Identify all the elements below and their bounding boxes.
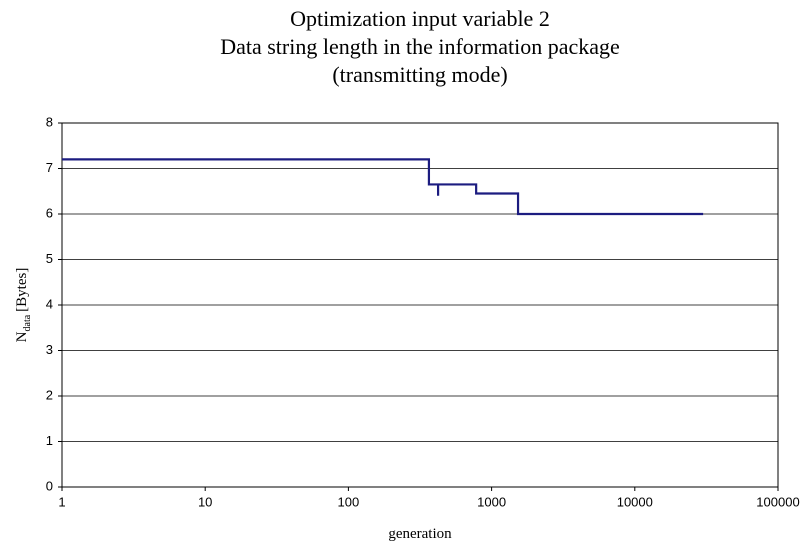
y-tick-label: 5	[46, 251, 53, 266]
y-tick-label: 1	[46, 433, 53, 448]
y-tick-label: 0	[46, 478, 53, 493]
y-tick-label: 8	[46, 114, 53, 129]
chart-title: Optimization input variable 2	[290, 6, 550, 31]
plot-frame	[61, 122, 779, 488]
chart-title: (transmitting mode)	[332, 62, 507, 87]
y-tick-label: 7	[46, 160, 53, 175]
x-tick-label: 10000	[617, 494, 653, 509]
x-tick-label: 100000	[756, 494, 799, 509]
y-tick-label: 3	[46, 342, 53, 357]
x-tick-label: 1	[58, 494, 65, 509]
x-tick-label: 10	[198, 494, 212, 509]
data-line	[62, 158, 704, 216]
y-tick-label: 2	[46, 387, 53, 402]
y-axis-label-sub: data	[22, 314, 33, 331]
y-axis-label-unit: [Bytes]	[14, 268, 30, 312]
y-axis-label: Ndata [Bytes]	[14, 268, 33, 343]
chart-title: Data string length in the information pa…	[220, 34, 620, 59]
y-tick-label: 6	[46, 205, 53, 220]
y-axis-label-main: N	[14, 331, 30, 342]
y-tick-label: 4	[46, 296, 53, 311]
x-tick-label: 100	[338, 494, 360, 509]
x-axis-label: generation	[388, 526, 452, 542]
x-tick-label: 1000	[477, 494, 506, 509]
